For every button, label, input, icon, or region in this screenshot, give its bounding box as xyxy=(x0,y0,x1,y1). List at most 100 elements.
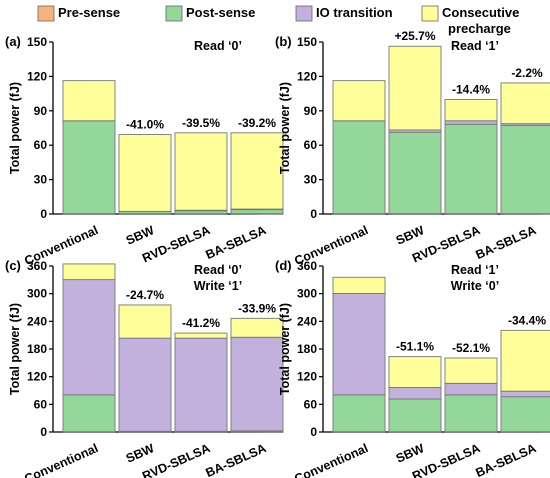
bar-segment-consecutive-precharge-conventional xyxy=(62,263,116,281)
x-tick-label-sbw: SBW xyxy=(394,223,427,248)
panel-annotation: Write ‘0’ xyxy=(451,279,499,293)
y-tick-label: 60 xyxy=(34,397,48,411)
y-tick-label: 120 xyxy=(27,370,47,384)
y-tick-label: 150 xyxy=(297,35,317,49)
bar-value-label: -41.2% xyxy=(182,316,220,330)
bar-segment-consecutive-precharge-ba-sblsa xyxy=(230,132,284,210)
bar-segment-post-sense-rvd-sblsa xyxy=(444,123,498,215)
bar-value-label: -39.5% xyxy=(182,116,220,130)
bar-segment-consecutive-precharge-conventional xyxy=(332,80,386,122)
bar-segment-consecutive-precharge-rvd-sblsa xyxy=(174,132,228,211)
panel-a: 0 30 60 90 120 150 Total power (fJ) (a) Read ‘0’… xyxy=(5,34,284,268)
y-tick-label: 0 xyxy=(310,207,317,221)
y-tick-label: 120 xyxy=(27,69,47,83)
y-tick-label: 30 xyxy=(304,173,318,187)
x-tick-label-sbw: SBW xyxy=(124,223,157,248)
legend-swatch-post-sense xyxy=(165,5,183,22)
y-tick-label: 90 xyxy=(304,104,318,118)
bar-segment-consecutive-precharge-conventional xyxy=(332,276,386,294)
bar-segment-consecutive-precharge-ba-sblsa xyxy=(500,329,550,392)
panel-label: (b) xyxy=(275,34,292,49)
bar-segment-post-sense-conventional xyxy=(62,394,116,433)
bar-segment-consecutive-precharge-sbw xyxy=(388,45,442,131)
bar-segment-consecutive-precharge-conventional xyxy=(62,80,116,122)
legend-label: IO transition xyxy=(316,5,393,20)
bar-segment-post-sense-conventional xyxy=(332,120,386,215)
bar-segment-io-transition-conventional xyxy=(62,279,116,396)
bar-segment-io-transition-sbw xyxy=(388,387,442,400)
bar-segment-io-transition-ba-sblsa xyxy=(230,336,284,432)
y-tick-label: 180 xyxy=(27,342,47,356)
y-axis-label: Total power (fJ) xyxy=(278,303,292,395)
y-tick-label: 120 xyxy=(297,69,317,83)
legend-swatch-pre-sense xyxy=(37,5,55,22)
bar-value-label: -34.4% xyxy=(508,313,546,327)
y-tick-label: 300 xyxy=(297,287,317,301)
legend-swatch-consecutive-precharge xyxy=(421,5,439,22)
y-tick-label: 360 xyxy=(27,259,47,273)
y-tick-label: 60 xyxy=(34,138,48,152)
bar-segment-consecutive-precharge-ba-sblsa xyxy=(230,317,284,338)
y-tick-label: 240 xyxy=(27,314,47,328)
x-tick-label-ba-sblsa: BA-SBLSA xyxy=(204,441,269,478)
panel-d: 0 60 120 180 240 300 360 Total power (fJ) (d) Rea… xyxy=(275,258,550,478)
panel-label: (a) xyxy=(5,34,21,49)
y-tick-label: 30 xyxy=(34,173,48,187)
bar-value-label: -39.2% xyxy=(238,116,276,130)
x-tick-label-conventional: Conventional xyxy=(22,441,100,478)
legend-label-line2: precharge xyxy=(448,21,511,36)
bar-segment-io-transition-rvd-sblsa xyxy=(444,382,498,396)
y-axis-label: Total power (fJ) xyxy=(8,303,22,395)
bar-segment-consecutive-precharge-sbw xyxy=(118,134,172,212)
legend-item-io-transition: IO transition xyxy=(295,5,393,22)
bar-segment-post-sense-ba-sblsa xyxy=(500,124,550,215)
panel-annotation: Write ‘1’ xyxy=(194,279,242,293)
bar-value-label: -41.0% xyxy=(126,118,164,132)
panel-label: (c) xyxy=(5,258,21,273)
legend: Pre-sense Post-sense IO transition Consecut… xyxy=(37,5,519,36)
bar-value-label: -24.7% xyxy=(126,288,164,302)
panel-annotation: Read ‘1’ xyxy=(451,39,499,53)
bar-segment-consecutive-precharge-rvd-sblsa xyxy=(444,99,498,122)
bar-segment-consecutive-precharge-rvd-sblsa xyxy=(444,357,498,384)
legend-item-post-sense: Post-sense xyxy=(165,5,255,22)
y-tick-label: 60 xyxy=(304,397,318,411)
x-tick-label-ba-sblsa: BA-SBLSA xyxy=(474,441,539,478)
bar-value-label: -51.1% xyxy=(396,340,434,354)
bar-segment-consecutive-precharge-rvd-sblsa xyxy=(174,332,228,339)
legend-label: Consecutive xyxy=(442,5,519,20)
x-tick-label-ba-sblsa: BA-SBLSA xyxy=(204,223,269,262)
bar-segment-io-transition-conventional xyxy=(332,292,386,396)
bar-segment-io-transition-sbw xyxy=(118,337,172,432)
bar-value-label: -52.1% xyxy=(452,341,490,355)
y-tick-label: 180 xyxy=(297,342,317,356)
bar-segment-consecutive-precharge-sbw xyxy=(388,356,442,388)
y-axis-label: Total power (fJ) xyxy=(8,82,22,174)
legend-item-pre-sense: Pre-sense xyxy=(37,5,120,22)
y-tick-label: 360 xyxy=(297,259,317,273)
bar-segment-io-transition-rvd-sblsa xyxy=(174,337,228,432)
panel-label: (d) xyxy=(275,258,292,273)
x-tick-label-ba-sblsa: BA-SBLSA xyxy=(474,223,539,262)
y-tick-label: 0 xyxy=(310,425,317,439)
legend-label: Pre-sense xyxy=(58,5,120,20)
bar-segment-io-transition-ba-sblsa xyxy=(500,390,550,398)
y-axis-label: Total power (fJ) xyxy=(278,82,292,174)
bar-segment-post-sense-conventional xyxy=(62,120,116,215)
bar-segment-post-sense-sbw xyxy=(388,131,442,215)
bar-segment-post-sense-rvd-sblsa xyxy=(444,394,498,433)
panel-annotation: Read ‘0’ xyxy=(194,263,242,277)
y-tick-label: 60 xyxy=(304,138,318,152)
x-tick-label-conventional: Conventional xyxy=(292,441,370,478)
panel-annotation: Read ‘1’ xyxy=(451,263,499,277)
bar-value-label: +25.7% xyxy=(394,29,435,43)
bar-segment-post-sense-ba-sblsa xyxy=(230,209,284,215)
bar-segment-post-sense-sbw xyxy=(388,398,442,433)
y-tick-label: 90 xyxy=(34,104,48,118)
legend-swatch-io-transition xyxy=(295,5,313,22)
x-tick-label-sbw: SBW xyxy=(394,441,427,466)
panels: 0 30 60 90 120 150 Total power (fJ) (a) Read ‘0’… xyxy=(5,29,550,478)
bar-segment-post-sense-ba-sblsa xyxy=(500,396,550,433)
